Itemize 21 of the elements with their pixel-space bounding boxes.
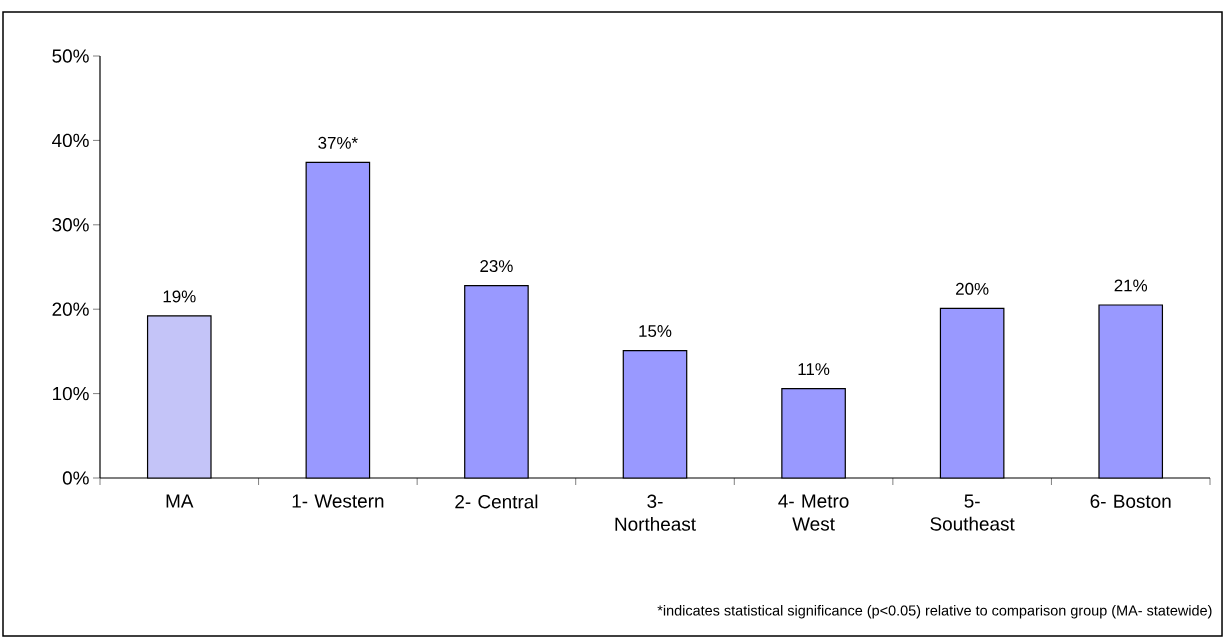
y-tick-label: 30% bbox=[52, 218, 89, 232]
data-label: 21% bbox=[1114, 279, 1148, 292]
data-label: 20% bbox=[956, 282, 989, 295]
text: *indicates statistical significance (p<0.05) relative to comparison group (MA- statewide) bbox=[657, 605, 1212, 619]
y-tick-label: 20% bbox=[52, 302, 89, 316]
data-label: 23% bbox=[480, 260, 513, 273]
data-label: 15% bbox=[639, 325, 672, 338]
data-label: 19% bbox=[163, 290, 196, 303]
x-tick-label: 5- Southeast bbox=[930, 494, 1015, 531]
data-label: 37%* bbox=[318, 136, 358, 149]
data-label: 11% bbox=[798, 363, 830, 376]
y-tick-label: 0% bbox=[62, 471, 89, 485]
y-tick-label: 10% bbox=[53, 386, 89, 401]
x-tick-label: 4- Metro West bbox=[778, 494, 849, 531]
x-tick-label: 3- Northeast bbox=[615, 494, 696, 531]
x-tick-label: 2- Central bbox=[455, 494, 538, 509]
y-tick-label: 50% bbox=[52, 49, 89, 63]
y-tick-label: 40% bbox=[52, 133, 89, 148]
x-tick-label: 6- Boston bbox=[1090, 494, 1171, 508]
x-tick-label: 1- Western bbox=[292, 494, 384, 508]
x-tick-label: MA bbox=[166, 494, 194, 508]
